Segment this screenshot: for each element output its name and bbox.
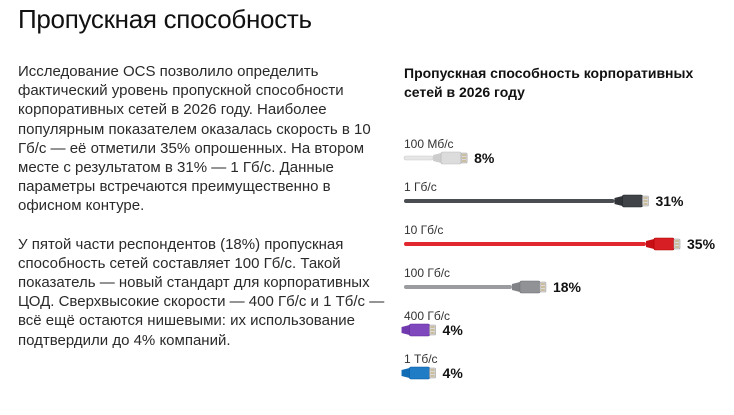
chart-title: Пропускная способность корпоративных сет… <box>404 65 694 100</box>
value-label: 35% <box>687 236 716 252</box>
cable-boot-0 <box>433 153 442 163</box>
paragraph-1: Исследование OCS позволило определить фа… <box>18 63 371 215</box>
category-label: 1 Гб/с <box>404 180 437 194</box>
cable-boot-3 <box>511 282 520 292</box>
cable-bar-0 <box>403 155 434 161</box>
value-label: 4% <box>443 365 464 381</box>
cable-connector-4 <box>409 323 430 337</box>
category-label: 100 Мб/с <box>404 137 454 151</box>
article-body: Исследование OCS позволило определить фа… <box>18 62 390 369</box>
cable-boot-5 <box>401 368 410 378</box>
cable-connector-0 <box>440 151 462 165</box>
category-label: 10 Гб/с <box>404 223 443 237</box>
cable-bar-2 <box>404 242 646 246</box>
value-label: 18% <box>553 279 582 295</box>
value-label: 31% <box>655 193 684 209</box>
cable-boot-1 <box>614 196 623 206</box>
cable-bar-3 <box>404 285 512 289</box>
cable-bar-1 <box>404 199 615 203</box>
page-title: Пропускная способность <box>18 4 312 34</box>
category-label: 100 Гб/с <box>404 266 450 280</box>
category-label: 400 Гб/с <box>404 309 450 323</box>
paragraph-2: У пятой части респондентов (18%) пропуск… <box>18 235 385 349</box>
cable-boot-4 <box>401 325 410 335</box>
cable-boot-2 <box>646 239 654 249</box>
cable-connector-5 <box>409 366 430 380</box>
cable-connector-3 <box>519 280 541 294</box>
value-label: 4% <box>443 322 464 338</box>
cable-connector-2 <box>653 237 675 251</box>
cable-connector-1 <box>622 194 643 208</box>
category-label: 1 Тб/с <box>404 352 438 366</box>
value-label: 8% <box>474 150 495 166</box>
